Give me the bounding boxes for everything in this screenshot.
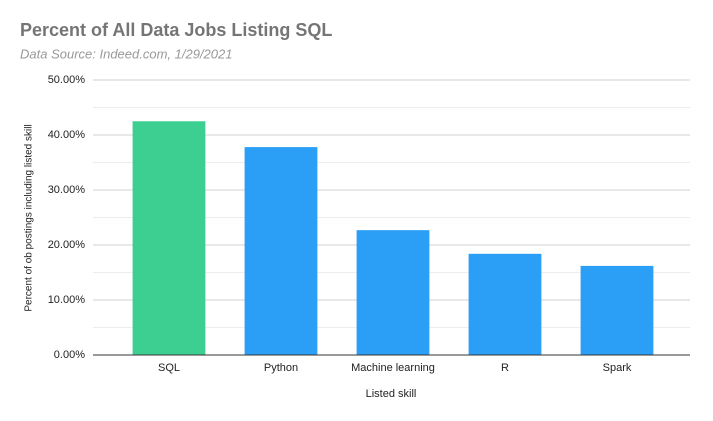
y-axis-label: Percent of ob postings including listed … [24,124,35,311]
chart-subtitle: Data Source: Indeed.com, 1/29/2021 [20,46,232,61]
y-tick-label: 20.00% [48,239,86,251]
bar [244,147,318,355]
bar [132,121,206,355]
chart-title: Percent of All Data Jobs Listing SQL [20,20,332,40]
bar [356,230,430,355]
y-tick-label: 40.00% [48,129,86,141]
bar [468,253,542,355]
x-tick-label: Spark [603,362,632,374]
x-tick-label: Python [264,362,298,374]
y-tick-label: 0.00% [54,349,85,361]
x-tick-label: Machine learning [351,362,435,374]
x-tick-label: R [501,362,509,374]
y-tick-label: 10.00% [48,294,86,306]
x-axis-label: Listed skill [366,388,417,400]
bar [580,265,654,355]
y-tick-label: 50.00% [48,74,86,86]
y-tick-label: 30.00% [48,184,86,196]
x-tick-label: SQL [158,362,180,374]
